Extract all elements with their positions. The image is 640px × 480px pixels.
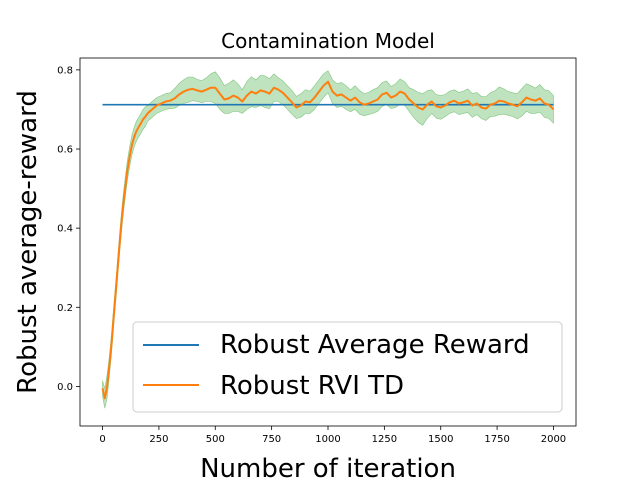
x-tick-label: 250	[149, 434, 168, 445]
x-tick-label: 500	[206, 434, 225, 445]
series-line-robust-rvi-td	[101, 80, 555, 400]
x-tick-label: 2000	[541, 434, 566, 445]
x-tick-label: 1500	[428, 434, 453, 445]
legend-label-robust-rvi-td: Robust RVI TD	[220, 371, 404, 401]
x-tick-label: 750	[262, 434, 281, 445]
x-tick-label: 1250	[372, 434, 397, 445]
y-axis-ticks: 0.0 0.2 0.4 0.6 0.8	[57, 65, 80, 393]
series-lines-group	[101, 80, 555, 400]
x-tick-label: 1750	[484, 434, 509, 445]
legend: Robust Average Reward Robust RVI TD	[132, 321, 563, 413]
y-axis-label: Robust average-reward	[13, 90, 43, 394]
chart-title: Contamination Model	[221, 29, 435, 53]
x-tick-label: 0	[99, 434, 105, 445]
y-tick-label: 0.4	[57, 224, 73, 235]
legend-box	[132, 321, 563, 413]
y-tick-label: 0.2	[57, 303, 73, 314]
y-tick-label: 0.6	[57, 145, 73, 156]
x-tick-label: 1000	[315, 434, 340, 445]
y-tick-label: 0.0	[57, 382, 73, 393]
legend-label-robust-average-reward: Robust Average Reward	[220, 330, 530, 360]
x-axis-label: Number of iteration	[200, 454, 456, 480]
y-tick-label: 0.8	[57, 65, 73, 76]
x-axis-ticks: 0 250 500 750 1000 1250 1500 1750 2000	[99, 426, 566, 445]
